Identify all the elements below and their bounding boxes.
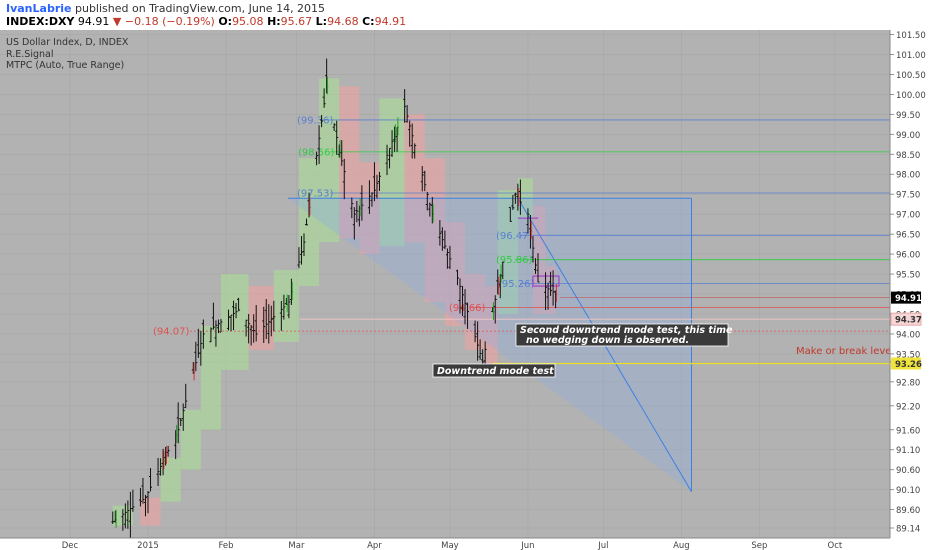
y-tick-label: 97.50 bbox=[896, 191, 920, 201]
price-badge bbox=[891, 357, 921, 370]
price-badge bbox=[890, 312, 922, 326]
signal-box-red bbox=[248, 286, 274, 350]
signal-box-green bbox=[160, 457, 181, 502]
level-label: (95.86) bbox=[496, 255, 533, 266]
price-badge-label: 93.26 bbox=[895, 360, 922, 370]
y-tick-label: 101.50 bbox=[896, 31, 926, 41]
y-tick-label: 89.14 bbox=[896, 525, 920, 535]
x-tick-label: Oct bbox=[828, 541, 843, 550]
legend-series: US Dollar Index, D, INDEX bbox=[6, 37, 129, 48]
open-value: 95.08 bbox=[232, 15, 264, 28]
annotation-first: Downtrend mode test bbox=[437, 366, 554, 377]
y-tick-label: 99.00 bbox=[896, 131, 920, 141]
price-change: ▼ −0.18 (−0.19%) bbox=[112, 15, 215, 28]
annotation-make-or-break: Make or break level bbox=[796, 346, 894, 357]
price-badge bbox=[891, 291, 921, 304]
y-tick-label: 96.50 bbox=[896, 231, 920, 241]
annotation-second-line2: no wedging down is observed. bbox=[526, 335, 689, 346]
y-tick-label: 90.10 bbox=[896, 486, 920, 496]
author-link[interactable]: IvanLabrie bbox=[6, 2, 72, 15]
signal-box-green bbox=[200, 325, 221, 430]
signal-box-green bbox=[180, 409, 201, 470]
y-tick-label: 100.00 bbox=[896, 91, 926, 101]
signal-box-red bbox=[339, 86, 360, 239]
price-badges: 94.91 94.37 93.26 bbox=[890, 291, 922, 370]
annotations: Second downtrend mode test, this time no… bbox=[432, 323, 894, 378]
candles bbox=[111, 58, 558, 539]
y-tick-label: 100.50 bbox=[896, 71, 926, 81]
y-tick-label: 95.50 bbox=[896, 271, 920, 281]
signal-box-green bbox=[379, 98, 405, 247]
y-tick-label: 90.60 bbox=[896, 466, 920, 476]
symbol-label: INDEX:DXY bbox=[6, 15, 75, 28]
high-label: H: bbox=[267, 15, 281, 28]
x-tick-label: Sep bbox=[751, 541, 767, 550]
level-label: (94.07) bbox=[153, 327, 190, 338]
last-price: 94.91 bbox=[77, 15, 110, 28]
price-chart[interactable]: (99.36)(98.56)(97.53)(96.47)(95.86)(95.2… bbox=[0, 30, 932, 550]
signal-box-red bbox=[140, 497, 161, 526]
x-tick-label: 2015 bbox=[137, 541, 159, 550]
price-badge-label: 94.91 bbox=[895, 294, 922, 304]
level-label: (99.36) bbox=[297, 115, 334, 126]
price-axis-background bbox=[890, 30, 932, 538]
y-tick-label: 97.00 bbox=[896, 211, 920, 221]
annotation-box-second bbox=[515, 323, 729, 347]
signal-box-green bbox=[298, 158, 320, 287]
y-tick-label: 92.80 bbox=[896, 378, 920, 388]
y-tick-label: 89.60 bbox=[896, 506, 920, 516]
low-label: L: bbox=[315, 15, 328, 28]
annotation-box-first bbox=[432, 363, 556, 378]
level-label: (97.53) bbox=[297, 189, 334, 200]
y-tick-label: 99.50 bbox=[896, 111, 920, 121]
ohlc-header: INDEX:DXY 94.91 ▼ −0.18 (−0.19%) O:95.08… bbox=[6, 15, 406, 28]
signal-box-green bbox=[220, 274, 249, 370]
y-tick-label: 91.10 bbox=[896, 446, 920, 456]
x-tick-label: Apr bbox=[367, 541, 382, 550]
y-tick-label: 92.20 bbox=[896, 402, 920, 412]
projection-area bbox=[287, 198, 692, 492]
time-axis-background bbox=[0, 538, 932, 550]
time-axis[interactable]: Dec 2015 Feb Mar Apr May Jun Jul Aug Sep Oct bbox=[0, 537, 932, 550]
close-label: C: bbox=[362, 15, 375, 28]
y-tick-label: 98.50 bbox=[896, 151, 920, 161]
y-tick-label: 101.00 bbox=[896, 51, 926, 61]
price-axis[interactable]: 101.50 101.00 100.50 100.00 99.50 99.00 98.50 9… bbox=[889, 30, 932, 538]
y-tick-label: 93.50 bbox=[896, 350, 920, 360]
x-tick-label: Jun bbox=[520, 541, 534, 550]
x-tick-label: Jul bbox=[597, 541, 608, 550]
signal-box-green bbox=[497, 190, 518, 314]
y-tick-label: 91.60 bbox=[896, 426, 920, 436]
published-text: published on TradingView.com, June 14, 2… bbox=[74, 2, 326, 15]
open-label: O: bbox=[218, 15, 233, 28]
x-tick-label: Dec bbox=[62, 541, 79, 550]
y-tick-label: 94.00 bbox=[896, 330, 920, 340]
x-tick-label: May bbox=[441, 541, 459, 550]
signal-box-green bbox=[319, 78, 340, 243]
low-value: 94.68 bbox=[327, 15, 359, 28]
level-label: (96.47) bbox=[496, 231, 533, 242]
annotation-second-line1: Second downtrend mode test, this time bbox=[520, 325, 733, 336]
signal-box-red bbox=[424, 158, 445, 303]
y-tick-label: 96.00 bbox=[896, 251, 920, 261]
level-label: (95.26) bbox=[498, 279, 535, 290]
legend-signal: R.E.Signal bbox=[6, 49, 54, 60]
y-tick-label: 98.00 bbox=[896, 171, 920, 181]
x-tick-label: Mar bbox=[288, 541, 305, 550]
x-tick-label: Feb bbox=[218, 541, 233, 550]
publish-header: IvanLabrie published on TradingView.com,… bbox=[6, 2, 325, 15]
x-tick-label: Aug bbox=[673, 541, 690, 550]
price-badge-label: 94.37 bbox=[895, 316, 922, 326]
legend-mtpc: MTPC (Auto, True Range) bbox=[6, 60, 124, 71]
close-value: 94.91 bbox=[374, 15, 407, 28]
high-value: 95.67 bbox=[280, 15, 313, 28]
signal-box-green bbox=[273, 270, 299, 342]
